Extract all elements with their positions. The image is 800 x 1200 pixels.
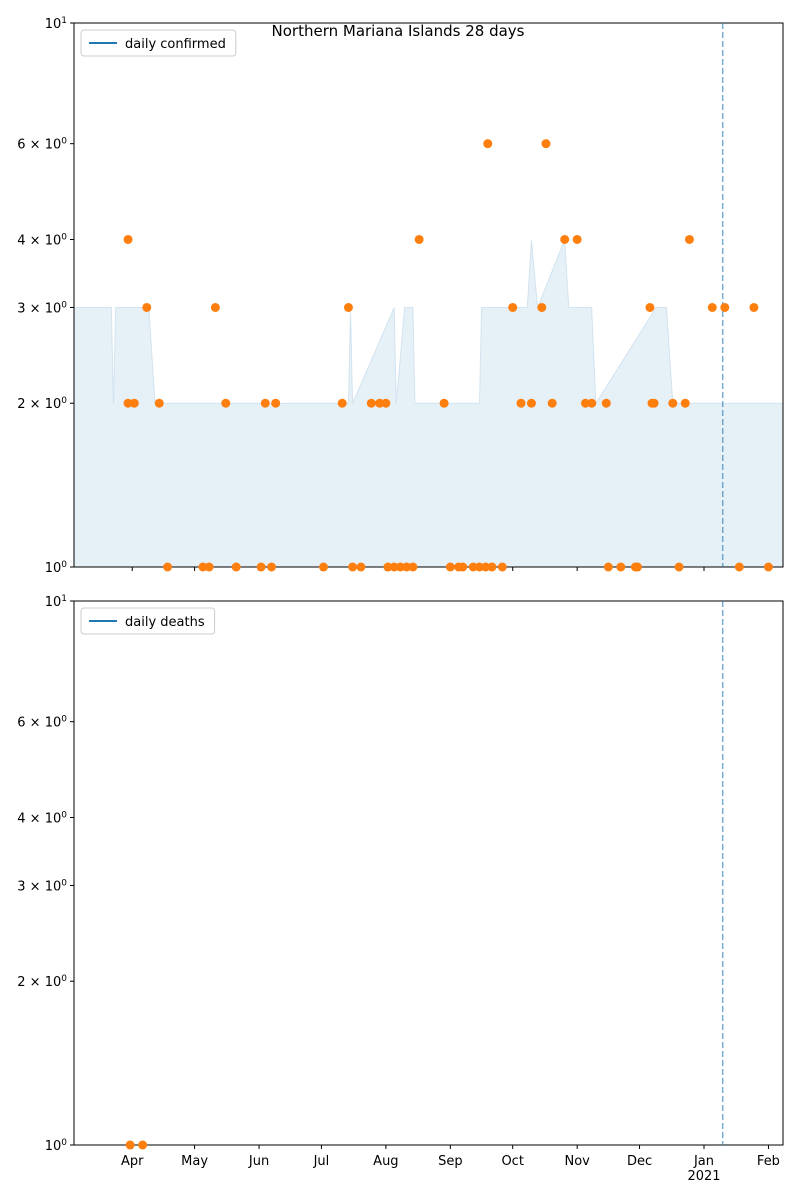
data-point <box>210 302 220 312</box>
y-tick-label: 3 × 100 <box>17 878 67 894</box>
y-tick-label: 6 × 100 <box>17 137 67 153</box>
y-tick-label: 6 × 100 <box>17 715 67 731</box>
legend-label: daily confirmed <box>125 37 226 52</box>
data-point <box>720 302 730 312</box>
x-tick-label: Apr <box>121 1154 144 1169</box>
data-point <box>458 562 468 572</box>
data-point <box>123 234 133 244</box>
data-point <box>763 562 773 572</box>
data-point <box>231 562 241 572</box>
data-point <box>256 562 266 572</box>
x-tick-label: Oct <box>501 1154 523 1169</box>
data-point <box>414 234 424 244</box>
data-point <box>483 139 493 149</box>
data-point <box>343 302 353 312</box>
data-point <box>129 398 139 408</box>
legend-box <box>80 607 216 635</box>
x-tick-label: Dec <box>627 1154 652 1169</box>
data-point <box>142 302 152 312</box>
data-point <box>138 1140 148 1150</box>
data-point <box>337 398 347 408</box>
y-tick-label: 2 × 100 <box>17 974 67 990</box>
data-point <box>395 562 405 572</box>
data-point <box>260 398 270 408</box>
data-point <box>572 234 582 244</box>
axes-frame <box>73 600 784 1146</box>
data-point <box>580 398 590 408</box>
data-point <box>537 302 547 312</box>
y-tick-label: 101 <box>45 594 67 610</box>
data-point <box>204 562 214 572</box>
data-point <box>734 562 744 572</box>
x-tick-label: Nov <box>564 1154 590 1169</box>
data-point <box>668 398 678 408</box>
y-tick-label: 101 <box>45 16 67 32</box>
data-point <box>508 302 518 312</box>
y-tick-label: 4 × 100 <box>17 810 67 826</box>
data-point <box>198 562 208 572</box>
data-point <box>526 398 536 408</box>
data-point <box>541 139 551 149</box>
data-point <box>707 302 717 312</box>
axes-frame <box>73 22 784 568</box>
data-point <box>468 562 478 572</box>
data-point <box>497 562 507 572</box>
data-point <box>381 398 391 408</box>
x-tick-label: Jan 2021 <box>687 1154 720 1184</box>
y-tick-label: 4 × 100 <box>17 232 67 248</box>
x-tick-label: May <box>181 1154 208 1169</box>
data-point <box>319 562 329 572</box>
data-point <box>547 398 557 408</box>
data-point <box>125 1140 135 1150</box>
data-point <box>487 562 497 572</box>
data-point <box>684 234 694 244</box>
data-point <box>123 398 133 408</box>
data-point <box>221 398 231 408</box>
data-point <box>267 562 277 572</box>
data-point <box>680 398 690 408</box>
data-point <box>481 562 491 572</box>
data-point <box>632 562 642 572</box>
data-point <box>271 398 281 408</box>
data-point <box>474 562 484 572</box>
chart-title: Northern Mariana Islands 28 days <box>272 22 525 40</box>
data-point <box>587 398 597 408</box>
data-point <box>402 562 412 572</box>
x-tick-label: Sep <box>438 1154 463 1169</box>
legend: daily deaths <box>80 607 216 635</box>
data-point <box>560 234 570 244</box>
data-point <box>601 398 611 408</box>
data-point <box>616 562 626 572</box>
data-point <box>348 562 358 572</box>
data-point <box>445 562 455 572</box>
data-point <box>439 398 449 408</box>
data-point <box>383 562 393 572</box>
x-tick-label: Jul <box>313 1154 330 1169</box>
y-tick-label: 100 <box>45 1138 68 1154</box>
data-point <box>389 562 399 572</box>
legend: daily confirmed <box>80 29 237 57</box>
data-point <box>366 398 376 408</box>
x-tick-label: Aug <box>373 1154 398 1169</box>
data-point <box>408 562 418 572</box>
legend-label: daily deaths <box>125 615 205 630</box>
y-tick-label: 100 <box>45 560 68 576</box>
data-point <box>163 562 173 572</box>
data-point <box>356 562 366 572</box>
data-point <box>375 398 385 408</box>
data-point <box>649 398 659 408</box>
data-point <box>674 562 684 572</box>
data-point <box>154 398 164 408</box>
x-tick-label: Feb <box>757 1154 780 1169</box>
data-point <box>603 562 613 572</box>
data-point <box>516 398 526 408</box>
data-point <box>749 302 759 312</box>
legend-box <box>80 29 237 57</box>
x-tick-label: Jun <box>248 1154 269 1169</box>
y-tick-label: 3 × 100 <box>17 300 67 316</box>
y-tick-label: 2 × 100 <box>17 396 67 412</box>
data-point <box>645 302 655 312</box>
